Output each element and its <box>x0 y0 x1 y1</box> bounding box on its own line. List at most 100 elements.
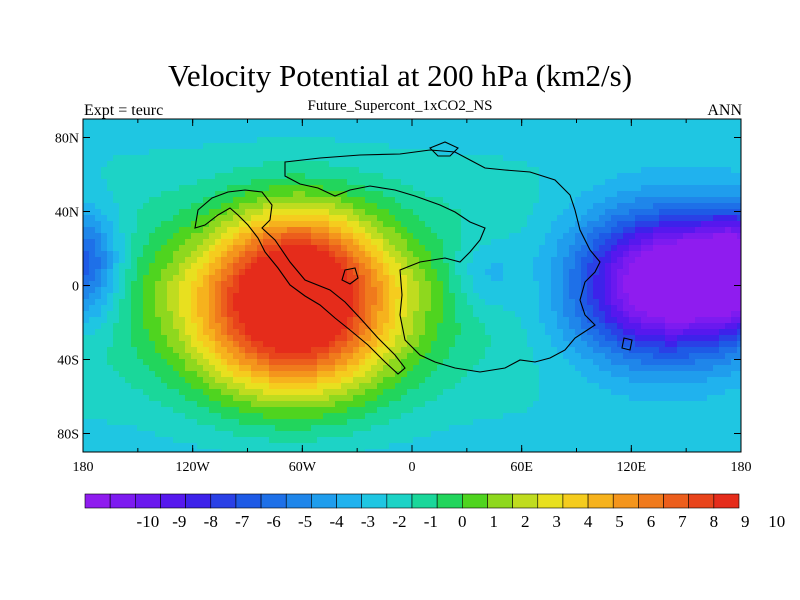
field-cell <box>701 185 708 192</box>
field-cell <box>323 305 330 312</box>
field-cell <box>689 221 696 228</box>
field-cell <box>341 353 348 360</box>
field-cell <box>737 371 741 378</box>
field-cell <box>479 239 486 246</box>
field-cell <box>425 215 432 222</box>
field-cell <box>677 305 684 312</box>
field-cell <box>695 227 702 234</box>
field-cell <box>677 143 684 150</box>
field-cell <box>293 197 300 204</box>
field-cell <box>521 251 528 258</box>
field-cell <box>437 341 444 348</box>
field-cell <box>665 341 672 348</box>
field-cell <box>605 125 612 132</box>
field-cell <box>179 329 186 336</box>
field-cell <box>137 203 144 210</box>
field-cell <box>509 323 516 330</box>
field-cell <box>617 239 624 246</box>
field-cell <box>677 239 684 246</box>
field-cell <box>191 323 198 330</box>
field-cell <box>149 209 156 216</box>
field-cell <box>299 197 306 204</box>
field-cell <box>497 329 504 336</box>
field-cell <box>527 131 534 138</box>
field-cell <box>671 317 678 324</box>
field-cell <box>233 179 240 186</box>
field-cell <box>95 155 102 162</box>
field-cell <box>737 347 741 354</box>
field-cell <box>305 191 312 198</box>
field-cell <box>353 335 360 342</box>
field-cell <box>449 125 456 132</box>
field-cell <box>641 203 648 210</box>
field-cell <box>161 203 168 210</box>
field-cell <box>101 167 108 174</box>
field-cell <box>185 311 192 318</box>
field-cell <box>551 305 558 312</box>
field-cell <box>275 305 282 312</box>
field-cell <box>701 197 708 204</box>
field-cell <box>395 131 402 138</box>
field-cell <box>359 209 366 216</box>
field-cell <box>719 233 726 240</box>
field-cell <box>653 179 660 186</box>
field-cell <box>545 125 552 132</box>
field-cell <box>455 329 462 336</box>
field-cell <box>155 185 162 192</box>
field-cell <box>659 359 666 366</box>
field-cell <box>377 143 384 150</box>
field-cell <box>479 341 486 348</box>
field-cell <box>647 281 654 288</box>
field-cell <box>569 125 576 132</box>
field-cell <box>149 119 156 126</box>
field-cell <box>305 287 312 294</box>
field-cell <box>137 209 144 216</box>
field-cell <box>215 143 222 150</box>
field-cell <box>701 161 708 168</box>
plot-subtitle: Future_Supercont_1xCO2_NS <box>307 98 493 114</box>
field-cell <box>365 323 372 330</box>
field-cell <box>407 353 414 360</box>
field-cell <box>281 383 288 390</box>
field-cell <box>497 263 504 270</box>
field-cell <box>485 233 492 240</box>
field-cell <box>131 119 138 126</box>
field-cell <box>167 245 174 252</box>
field-cell <box>737 251 741 258</box>
field-cell <box>425 269 432 276</box>
field-cell <box>377 353 384 360</box>
field-cell <box>83 173 90 180</box>
field-cell <box>713 197 720 204</box>
field-cell <box>725 341 732 348</box>
field-cell <box>503 317 510 324</box>
field-cell <box>263 119 270 126</box>
field-cell <box>695 335 702 342</box>
field-cell <box>521 305 528 312</box>
field-cell <box>551 227 558 234</box>
field-cell <box>701 209 708 216</box>
field-cell <box>185 377 192 384</box>
field-cell <box>125 347 132 354</box>
field-cell <box>215 317 222 324</box>
field-cell <box>167 299 174 306</box>
field-cell <box>161 191 168 198</box>
field-cell <box>395 293 402 300</box>
field-cell <box>575 179 582 186</box>
field-cell <box>575 131 582 138</box>
field-cell <box>245 233 252 240</box>
field-cell <box>359 125 366 132</box>
field-cell <box>359 365 366 372</box>
field-cell <box>575 227 582 234</box>
field-cell <box>203 119 210 126</box>
field-cell <box>179 149 186 156</box>
field-cell <box>215 137 222 144</box>
field-cell <box>689 317 696 324</box>
field-cell <box>293 365 300 372</box>
field-cell <box>305 305 312 312</box>
field-cell <box>719 371 726 378</box>
field-cell <box>203 353 210 360</box>
field-cell <box>389 179 396 186</box>
field-cell <box>419 293 426 300</box>
field-cell <box>365 215 372 222</box>
field-cell <box>539 161 546 168</box>
